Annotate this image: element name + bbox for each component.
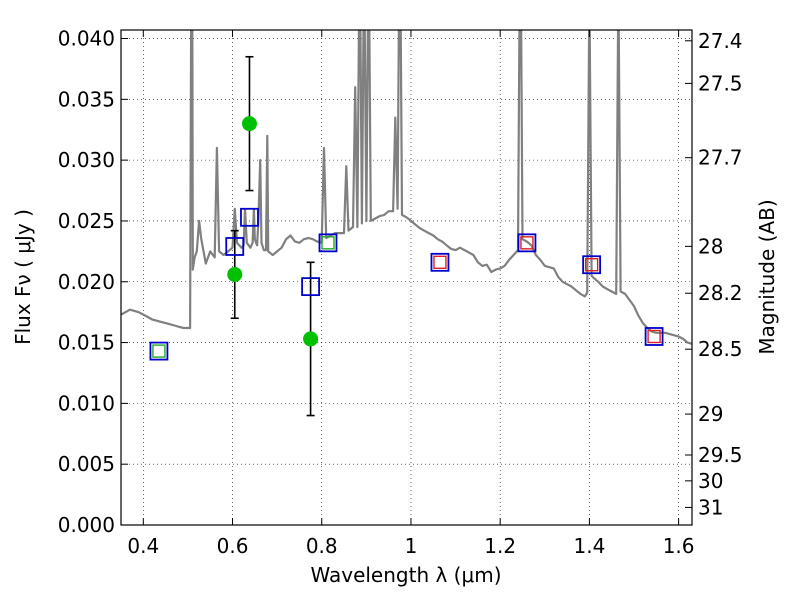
- observed-point: [227, 266, 243, 282]
- right-tick-label: 27.7: [698, 146, 743, 170]
- observed-point: [303, 331, 319, 347]
- model-inner-red: [520, 236, 534, 250]
- y-tick-label: 0.035: [58, 87, 115, 111]
- model-points: [149, 207, 664, 361]
- right-tick-label: 27.4: [698, 29, 743, 53]
- y-tick-label: 0.020: [58, 270, 115, 294]
- x-tick-label: 1: [405, 534, 418, 558]
- model-point: [517, 233, 537, 253]
- x-tick-label: 1.2: [484, 534, 516, 558]
- x-axis-label: Wavelength λ (μm): [310, 563, 501, 587]
- right-tick-label: 28: [698, 234, 723, 258]
- model-inner-red: [433, 255, 447, 269]
- model-point: [240, 207, 259, 227]
- x-tick-label: 0.8: [306, 534, 338, 558]
- model-inner-green: [321, 236, 335, 250]
- x-tick-label: 0.4: [127, 534, 159, 558]
- y-axis-label: Flux Fν ( μJy ): [11, 209, 35, 345]
- model-point: [582, 255, 602, 275]
- y-tick-label: 0.000: [58, 513, 115, 537]
- y-tick-label: 0.030: [58, 148, 115, 172]
- plot-frame: [120, 29, 693, 526]
- y-tick-label: 0.010: [58, 391, 115, 415]
- model-point: [301, 277, 320, 297]
- right-tick-label: 27.5: [698, 71, 743, 95]
- right-tick-label: 28.5: [698, 337, 743, 361]
- model-point: [225, 237, 245, 256]
- x-tick-label: 1.6: [663, 534, 695, 558]
- right-tick-label: 31: [698, 495, 723, 519]
- spectrum-line: [121, 30, 692, 345]
- right-tick-label: 29.5: [698, 443, 743, 467]
- axis-ticks: [121, 30, 692, 526]
- y-tick-labels: 0.000 0.005 0.010 0.015 0.020 0.025 0.030 0.035…: [58, 27, 115, 537]
- x-tick-label: 0.6: [217, 534, 249, 558]
- model-inner-red: [647, 329, 661, 344]
- y-tick-label: 0.040: [58, 27, 115, 51]
- y-axis-right-label: Magnitude (AB): [755, 199, 779, 354]
- model-point: [430, 252, 450, 272]
- model-inner-red: [584, 258, 599, 272]
- model-inner-green: [152, 344, 166, 358]
- observed-point: [241, 116, 257, 132]
- observed-points: [227, 116, 319, 347]
- y-tick-label: 0.005: [58, 452, 115, 476]
- x-tick-labels: 0.4 0.6 0.8 1 1.2 1.4 1.6: [127, 534, 694, 558]
- model-point: [644, 327, 664, 346]
- right-tick-label: 28.2: [698, 281, 743, 305]
- y-tick-label: 0.025: [58, 209, 115, 233]
- x-tick-label: 1.4: [573, 534, 605, 558]
- right-tick-label: 30: [698, 469, 723, 493]
- model-point: [149, 341, 169, 361]
- y-tick-label: 0.015: [58, 331, 115, 355]
- right-tick-label: 29: [698, 402, 723, 426]
- spectrum-layer: [121, 30, 692, 345]
- grid-lines: [121, 30, 692, 526]
- model-point: [318, 233, 338, 253]
